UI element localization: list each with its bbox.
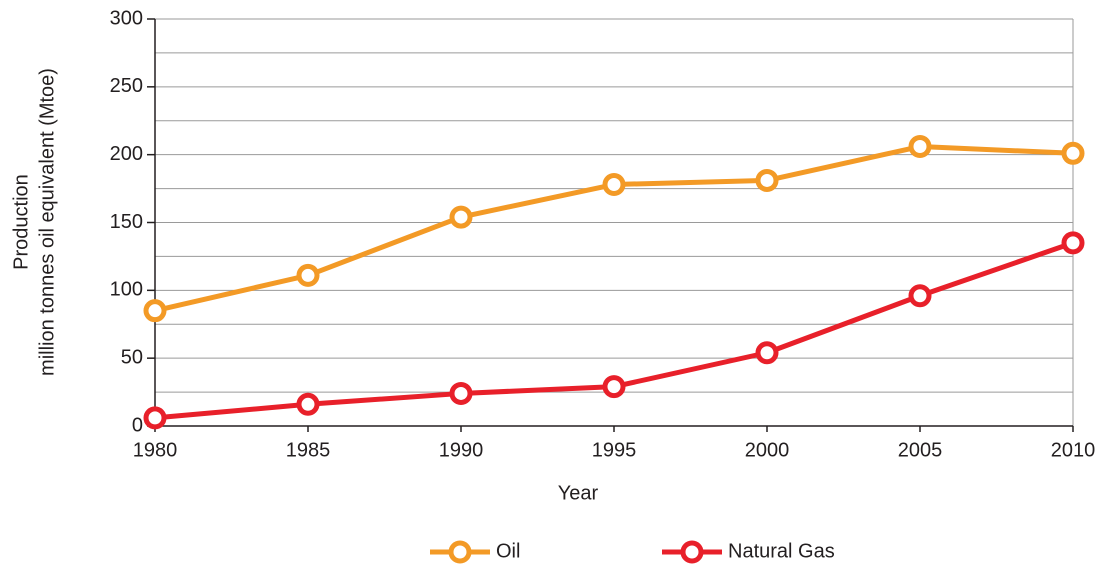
- y-tick-label: 200: [110, 143, 143, 165]
- point: [1061, 141, 1085, 165]
- legend-label: Oil: [496, 540, 520, 562]
- x-axis-label: Year: [558, 482, 599, 504]
- point: [908, 284, 932, 308]
- point: [602, 173, 626, 197]
- y-tick-label: 50: [121, 346, 143, 368]
- y-tick-label: 0: [132, 414, 143, 436]
- y-tick-label: 250: [110, 75, 143, 97]
- y-axis-label: million tonnes oil equivalent (Mtoe): [36, 68, 58, 376]
- y-axis-label: Production: [10, 174, 32, 270]
- point: [449, 205, 473, 229]
- x-tick-label: 2000: [745, 439, 790, 461]
- legend-marker: [448, 540, 472, 564]
- point: [296, 263, 320, 287]
- point: [908, 135, 932, 159]
- y-tick-label: 150: [110, 211, 143, 233]
- x-tick-label: 2005: [898, 439, 943, 461]
- x-tick-label: 1985: [286, 439, 331, 461]
- point: [602, 375, 626, 399]
- point: [296, 392, 320, 416]
- point: [449, 381, 473, 405]
- y-tick-label: 300: [110, 7, 143, 29]
- point: [755, 168, 779, 192]
- point: [143, 299, 167, 323]
- y-tick-label: 100: [110, 279, 143, 301]
- point: [755, 341, 779, 365]
- point: [143, 406, 167, 430]
- x-tick-label: 2010: [1051, 439, 1096, 461]
- legend-marker: [680, 540, 704, 564]
- series-line: [154, 144, 1074, 314]
- x-tick-label: 1980: [133, 439, 178, 461]
- point: [1061, 231, 1085, 255]
- legend-label: Natural Gas: [728, 540, 835, 562]
- x-tick-label: 1990: [439, 439, 484, 461]
- x-tick-label: 1995: [592, 439, 637, 461]
